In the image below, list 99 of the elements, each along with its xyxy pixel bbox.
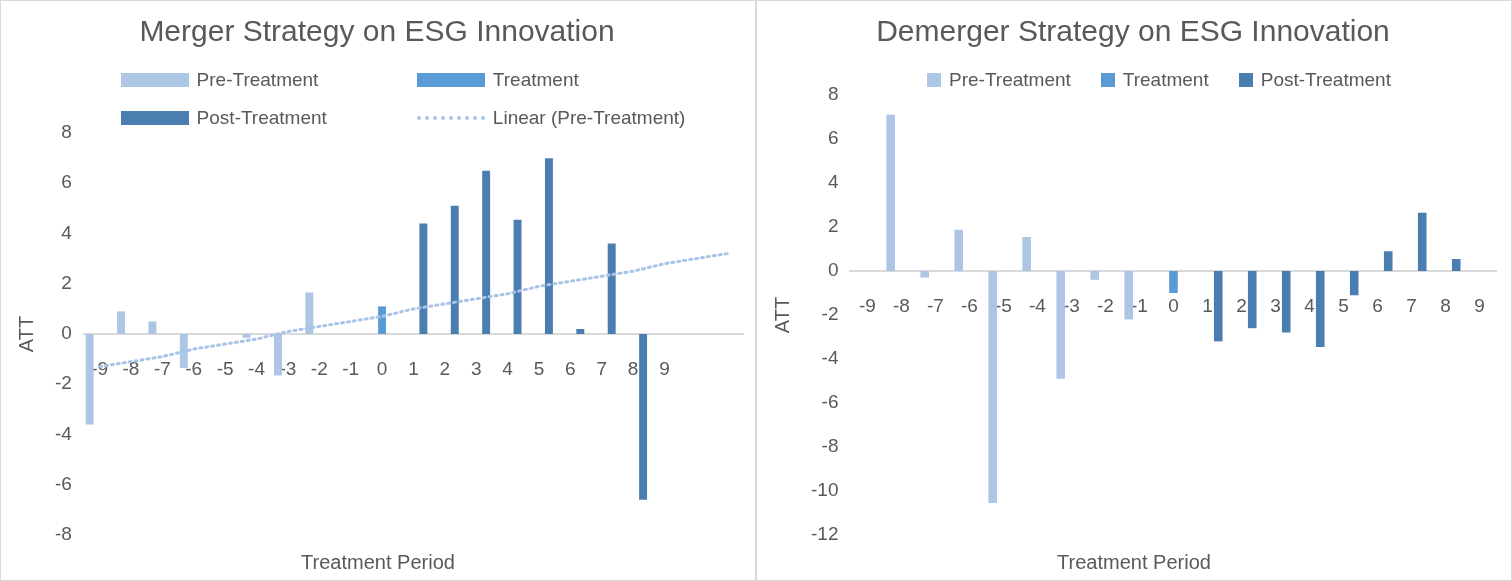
bar: [954, 229, 963, 271]
bar: [513, 219, 522, 334]
y-tick-label: -6: [54, 472, 72, 494]
y-tick-label: -8: [821, 435, 839, 457]
bar: [1124, 271, 1133, 320]
y-tick-label: -12: [810, 523, 839, 545]
x-tick-label: -5: [216, 357, 234, 379]
x-tick-label: -8: [122, 357, 140, 379]
x-tick-label: -7: [153, 357, 171, 379]
x-axis-title: Treatment Period: [300, 551, 456, 574]
bar: [886, 114, 895, 271]
bar: [1169, 271, 1178, 293]
legend-label: Pre-Treatment: [196, 69, 319, 91]
bar: [920, 271, 929, 278]
x-tick-label: 7: [1406, 294, 1417, 316]
x-tick-label: -1: [342, 357, 360, 379]
bar: [1383, 251, 1393, 271]
y-tick-label: 0: [827, 259, 839, 281]
bar: [1022, 236, 1031, 271]
bar: [1056, 271, 1065, 379]
x-tick-label: -4: [248, 357, 266, 379]
bar: [1090, 271, 1099, 280]
legend-label: Post-Treatment: [196, 107, 327, 129]
y-tick-label: 4: [827, 171, 839, 193]
x-tick-label: -8: [893, 294, 910, 316]
x-tick-label: 5: [1338, 294, 1349, 316]
y-tick-label: 6: [827, 127, 839, 149]
x-tick-label: 4: [502, 357, 514, 379]
y-axis-title: ATT: [770, 296, 793, 334]
bar: [1247, 271, 1257, 329]
y-tick-label: -6: [821, 391, 839, 413]
x-tick-label: 0: [376, 357, 388, 379]
bar: [305, 292, 314, 334]
x-tick-label: -2: [310, 357, 328, 379]
x-tick-label: 4: [1304, 294, 1316, 316]
legend-label: Treatment: [492, 69, 579, 91]
y-tick-label: 8: [827, 83, 839, 105]
y-tick-label: -10: [810, 479, 839, 501]
x-tick-label: 1: [1202, 294, 1213, 316]
x-tick-label: -6: [961, 294, 978, 316]
bar: [450, 205, 459, 334]
y-tick-label: 2: [61, 271, 72, 293]
bar: [639, 334, 648, 500]
bar: [148, 321, 157, 334]
x-tick-label: 0: [1168, 294, 1179, 316]
x-tick-label: -2: [1097, 294, 1114, 316]
bar: [607, 243, 616, 334]
x-tick-label: 8: [627, 357, 639, 379]
x-tick-label: 9: [659, 357, 670, 379]
y-tick-label: 2: [827, 215, 839, 237]
x-tick-label: 2: [439, 357, 451, 379]
bar: [378, 306, 387, 334]
x-tick-label: 8: [1440, 294, 1451, 316]
legend-label: Treatment: [1122, 69, 1209, 91]
legend-label: Post-Treatment: [1260, 69, 1391, 91]
bar: [242, 334, 251, 338]
y-tick-label: -4: [54, 422, 73, 444]
x-tick-label: -5: [995, 294, 1012, 316]
x-tick-label: -3: [1063, 294, 1080, 316]
bar: [1315, 271, 1325, 347]
x-tick-label: 5: [533, 357, 545, 379]
bar: [1417, 212, 1427, 271]
bar: [544, 158, 553, 334]
y-axis-title: ATT: [14, 315, 37, 353]
x-tick-label: -6: [185, 357, 203, 379]
x-axis-title: Treatment Period: [1056, 551, 1212, 574]
x-tick-label: -9: [859, 294, 876, 316]
x-tick-label: 6: [565, 357, 576, 379]
x-tick-label: 9: [1474, 294, 1485, 316]
bar: [117, 311, 126, 334]
x-tick-label: -3: [279, 357, 297, 379]
x-tick-label: 2: [1236, 294, 1247, 316]
bar: [576, 328, 585, 334]
x-tick-label: -1: [1131, 294, 1148, 316]
x-tick-label: 6: [1372, 294, 1383, 316]
bar: [482, 170, 491, 334]
y-tick-label: 6: [61, 171, 72, 193]
y-tick-label: 4: [61, 221, 73, 243]
x-tick-label: 1: [408, 357, 419, 379]
y-tick-label: 8: [61, 121, 72, 143]
bar: [1281, 271, 1291, 333]
x-tick-label: -4: [1029, 294, 1047, 316]
legend-label: Linear (Pre-Treatment): [492, 107, 686, 129]
bar: [85, 334, 94, 425]
y-tick-label: -8: [54, 523, 72, 545]
x-tick-label: 3: [470, 357, 482, 379]
bar: [1213, 271, 1223, 342]
x-tick-label: 3: [1270, 294, 1281, 316]
y-tick-label: 0: [61, 322, 72, 344]
bar: [988, 271, 997, 504]
x-tick-label: -7: [927, 294, 944, 316]
chart-title: Demerger Strategy on ESG Innovation: [876, 14, 1390, 48]
legend-label: Pre-Treatment: [949, 69, 1071, 91]
x-tick-label: 7: [596, 357, 608, 379]
bar: [419, 223, 428, 334]
bar: [1451, 258, 1461, 271]
bar: [1349, 271, 1359, 296]
chart-title: Merger Strategy on ESG Innovation: [139, 14, 615, 48]
y-tick-label: -2: [54, 372, 72, 394]
